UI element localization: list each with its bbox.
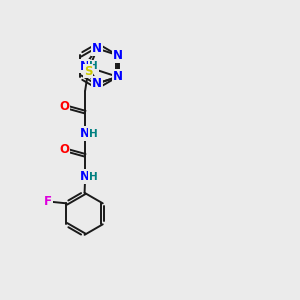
Text: F: F [44,195,52,208]
Text: N: N [113,70,123,83]
Text: N: N [92,77,102,90]
Text: H: H [89,61,98,71]
Text: O: O [59,143,69,156]
Text: N: N [80,59,89,73]
Text: H: H [89,172,98,182]
Text: N: N [92,42,102,55]
Text: S: S [84,64,92,77]
Text: N: N [113,49,123,62]
Text: O: O [59,100,69,113]
Text: N: N [80,170,90,183]
Text: N: N [80,127,90,140]
Text: H: H [89,129,98,139]
